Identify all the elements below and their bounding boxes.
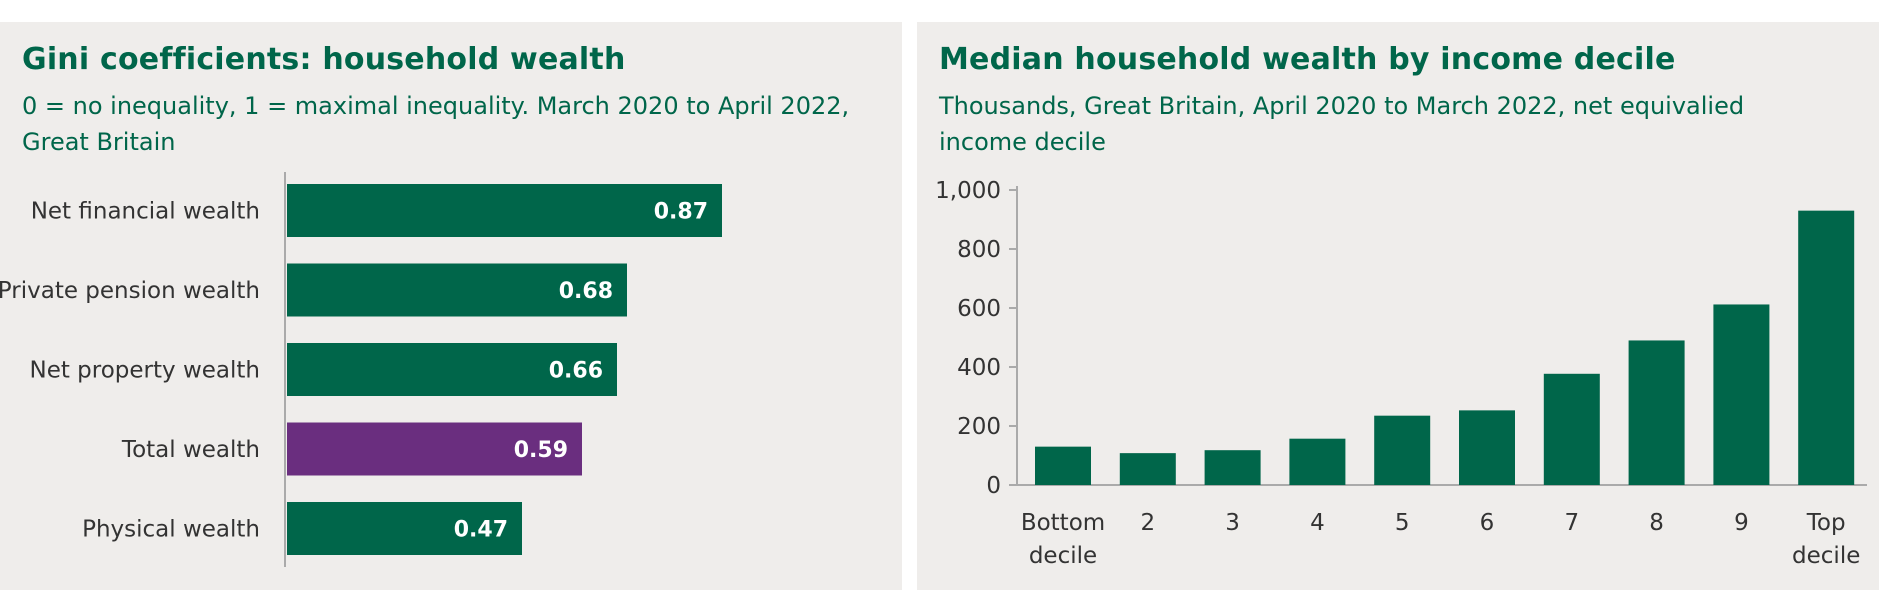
- decile-category-label: 8: [1649, 510, 1664, 536]
- gini-category-label: Total wealth: [121, 437, 260, 463]
- gini-bar-chart: Net financial wealth 0.87 Private pension …: [0, 172, 722, 567]
- decile-category-label-line2: decile: [1792, 543, 1860, 569]
- decile-bar: [1798, 210, 1855, 485]
- decile-chart-subtitle: Thousands, Great Britain, April 2020 to …: [939, 92, 1745, 156]
- decile-y-tick-label: 200: [957, 414, 1001, 440]
- decile-bar: [1628, 340, 1685, 485]
- decile-bar: [1374, 415, 1431, 485]
- gini-chart-panel: Gini coefficients: household wealth 0 = …: [0, 22, 902, 590]
- decile-category-label: Bottom: [1021, 510, 1105, 536]
- gini-value-label: 0.66: [549, 359, 603, 384]
- decile-category-label: 7: [1564, 510, 1579, 536]
- decile-bar: [1119, 453, 1176, 485]
- gini-chart-subtitle: 0 = no inequality, 1 = maximal inequalit…: [22, 92, 850, 156]
- gini-bar: [287, 343, 617, 396]
- decile-y-tick-label: 1,000: [935, 178, 1001, 204]
- decile-category-label: 4: [1310, 510, 1325, 536]
- decile-y-tick-label: 600: [957, 296, 1001, 322]
- decile-bar: [1459, 410, 1515, 485]
- decile-category-label: 3: [1225, 510, 1240, 536]
- decile-category-label: 9: [1734, 510, 1749, 536]
- gini-category-label: Private pension wealth: [0, 278, 260, 304]
- decile-category-label: 5: [1395, 510, 1410, 536]
- decile-bar: [1204, 450, 1261, 485]
- decile-bar: [1543, 373, 1600, 485]
- gini-value-label: 0.47: [454, 518, 508, 543]
- gini-value-label: 0.59: [514, 438, 568, 463]
- gini-bar: [287, 422, 582, 476]
- gini-bar: [287, 184, 722, 237]
- gini-category-label: Net financial wealth: [31, 199, 260, 225]
- gini-chart-title: Gini coefficients: household wealth: [22, 42, 626, 77]
- gini-bar: [287, 263, 627, 317]
- decile-category-label: 6: [1480, 510, 1495, 536]
- decile-bar-chart: 0 200 400 600 800 1,000 Bottom decile 2 3 4 5 6 7 8 9 To…: [935, 178, 1867, 569]
- decile-category-label: Top: [1806, 510, 1846, 536]
- gini-category-label: Physical wealth: [82, 517, 260, 543]
- decile-bar: [1289, 438, 1346, 485]
- decile-y-tick-label: 400: [957, 355, 1001, 381]
- gini-value-label: 0.68: [559, 279, 613, 304]
- decile-chart-panel: Median household wealth by income decile…: [917, 22, 1879, 590]
- decile-bar: [1035, 446, 1091, 485]
- gini-value-label: 0.87: [654, 200, 708, 225]
- decile-y-tick-label: 0: [986, 473, 1001, 499]
- gini-bar: [287, 502, 522, 555]
- decile-chart-title: Median household wealth by income decile: [939, 42, 1676, 77]
- decile-y-tick-label: 800: [957, 237, 1001, 263]
- decile-category-label: 2: [1140, 510, 1155, 536]
- decile-category-label-line2: decile: [1029, 543, 1097, 569]
- gini-category-label: Net property wealth: [30, 358, 261, 384]
- decile-bar: [1713, 304, 1770, 485]
